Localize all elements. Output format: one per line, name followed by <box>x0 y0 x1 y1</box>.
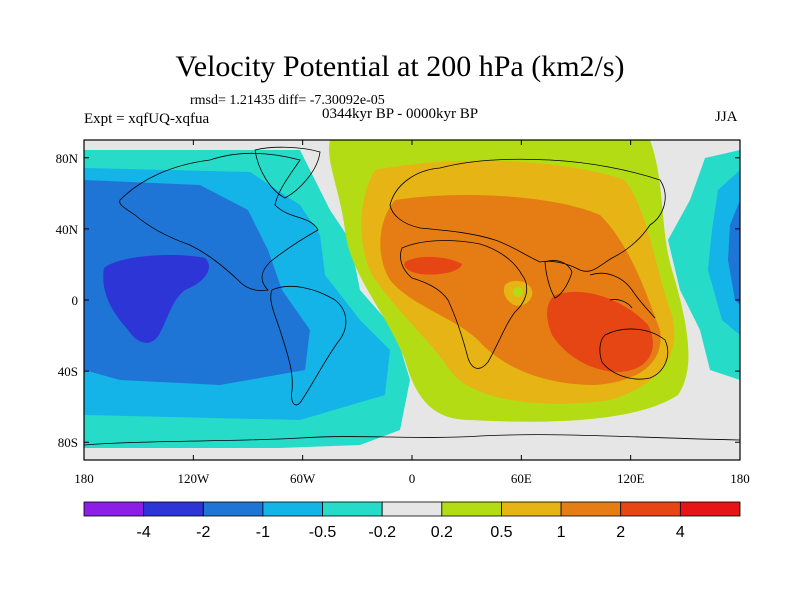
coastlines <box>84 146 740 446</box>
coast-greenland <box>254 146 321 199</box>
season-label: JJA <box>715 109 738 125</box>
coast-africa <box>400 240 528 369</box>
contour-neg-right-1 <box>728 200 740 305</box>
lat-tick-label: 40N <box>56 222 79 237</box>
lon-tick-label: 180 <box>74 471 94 486</box>
coast-southeast-asia <box>589 272 656 319</box>
chart-title: Velocity Potential at 200 hPa (km2/s) <box>175 50 625 83</box>
colorbar-label: -0.5 <box>309 524 337 541</box>
colorbar-swatch <box>679 501 741 517</box>
experiment-label: Expt = xqfUQ-xqfua <box>84 111 210 127</box>
lat-tick-label: 40S <box>58 364 78 379</box>
colorbar-swatch <box>381 501 443 517</box>
colorbar-swatch <box>202 501 264 517</box>
colorbar-label: 4 <box>676 524 685 541</box>
coast-south-america <box>270 285 347 406</box>
colorbar-swatch <box>322 501 383 517</box>
lat-tick-label: 80N <box>56 151 79 166</box>
contour-neg-2 <box>103 255 209 343</box>
lon-tick-label: 60E <box>511 471 532 486</box>
period-label: 0344kyr BP - 0000kyr BP <box>322 106 479 122</box>
colorbar-label: 0.5 <box>490 524 512 541</box>
colorbar-label: -4 <box>137 524 151 541</box>
coast-australia <box>599 328 669 380</box>
coast-europe-asia <box>389 158 666 272</box>
contour-neg-right-0.5 <box>708 170 740 335</box>
lon-tick-label: 180 <box>730 471 750 486</box>
colorbar-swatch <box>620 501 681 517</box>
contour-pos-2b <box>404 256 462 275</box>
colorbar: -4 -2 -1 -0.5 -0.2 0.2 0.5 1 2 4 <box>83 501 741 541</box>
lon-tick-label: 120W <box>177 471 210 486</box>
colorbar-swatch <box>560 501 622 517</box>
stats-line: rmsd= 1.21435 diff= -7.30092e-05 <box>190 93 385 108</box>
coast-north-america <box>119 152 319 291</box>
contour-pos-2 <box>547 291 653 372</box>
coast-antarctica <box>84 434 740 446</box>
colorbar-swatch <box>501 501 562 517</box>
lat-axis: 80N 40N 0 40S 80S <box>56 151 740 450</box>
lon-tick-label: 0 <box>409 471 416 486</box>
colorbar-swatch <box>441 501 502 517</box>
lat-tick-label: 80S <box>58 435 78 450</box>
colorbar-label: -2 <box>196 524 210 541</box>
colorbar-label: 1 <box>557 524 566 541</box>
colorbar-swatch <box>143 501 204 517</box>
lon-tick-label: 60W <box>290 471 316 486</box>
lon-tick-label: 120E <box>617 471 645 486</box>
contour-local-min-core <box>513 287 523 297</box>
coast-india <box>544 260 573 299</box>
colorbar-label: 0.2 <box>431 524 453 541</box>
colorbar-swatch <box>262 501 323 517</box>
colorbar-label: 2 <box>616 524 625 541</box>
colorbar-label: -0.2 <box>368 524 396 541</box>
colorbar-swatch <box>83 501 145 517</box>
colorbar-label: -1 <box>256 524 270 541</box>
lat-tick-label: 0 <box>72 293 79 308</box>
lon-axis: 180 120W 60W 0 60E 120E 180 <box>74 140 750 486</box>
map-field <box>84 140 740 460</box>
